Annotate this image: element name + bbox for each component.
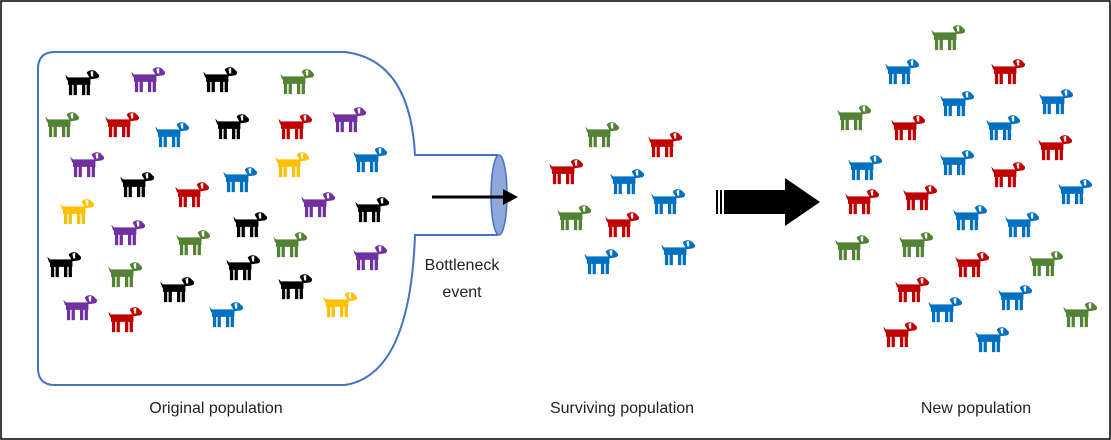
dog-icon <box>131 67 165 92</box>
big-arrow <box>724 178 820 226</box>
dog-icon <box>549 159 583 184</box>
dog-icon <box>332 107 366 132</box>
dog-icon <box>301 192 335 217</box>
dog-icon <box>353 245 387 270</box>
dog-icon <box>280 69 314 94</box>
page: Bottleneck event Original population Sur… <box>0 0 1111 440</box>
dog-icon <box>209 302 243 327</box>
dog-icon <box>108 307 142 332</box>
big-arrow-stripe <box>716 190 718 214</box>
small-arrow-head <box>503 189 518 205</box>
dog-icon <box>885 59 919 84</box>
dog-icon <box>278 114 312 139</box>
frame <box>1 1 1110 439</box>
dog-icon <box>1038 135 1072 160</box>
dog-icon <box>931 25 965 50</box>
dog-icon <box>105 112 139 137</box>
dog-icon <box>203 67 237 92</box>
dog-icon <box>883 322 917 347</box>
dog-icon <box>998 285 1032 310</box>
dog-icon <box>65 70 99 95</box>
caption: New population <box>921 400 1031 417</box>
dog-icon <box>155 122 189 147</box>
dog-icon <box>940 91 974 116</box>
dog-icon <box>111 220 145 245</box>
dog-icon <box>47 252 81 277</box>
dog-icon <box>955 252 989 277</box>
dog-icon <box>278 274 312 299</box>
dog-icon <box>895 277 929 302</box>
dog-icon <box>60 199 94 224</box>
dog-icon <box>1058 179 1092 204</box>
big-arrow-stripe <box>720 190 722 214</box>
dog-icon <box>120 172 154 197</box>
dog-icon <box>353 147 387 172</box>
dog-icon <box>223 167 257 192</box>
dog-icon <box>160 277 194 302</box>
dog-icon <box>953 205 987 230</box>
dog-icon <box>610 169 644 194</box>
dog-icon <box>837 105 871 130</box>
dog-icon <box>323 292 357 317</box>
dog-icon <box>233 212 267 237</box>
dog-icon <box>557 205 591 230</box>
dog-icon <box>176 230 210 255</box>
dog-icon <box>1063 302 1097 327</box>
dog-icon <box>585 122 619 147</box>
dog-icon <box>108 262 142 287</box>
dog-icon <box>940 150 974 175</box>
caption: Surviving population <box>550 400 694 417</box>
bottleneck-label: event <box>442 284 482 301</box>
dog-icon <box>1039 89 1073 114</box>
dog-icon <box>848 155 882 180</box>
dog-icon <box>45 112 79 137</box>
dog-icon <box>273 232 307 257</box>
dog-icon <box>63 295 97 320</box>
dog-icon <box>355 197 389 222</box>
dog-icon <box>226 255 260 280</box>
bottleneck-label: Bottleneck <box>425 257 501 274</box>
dog-icon <box>175 182 209 207</box>
dog-icon <box>605 212 639 237</box>
dog-icon <box>991 59 1025 84</box>
dog-icon <box>648 132 682 157</box>
dog-icon <box>1029 251 1063 276</box>
dog-icon <box>845 189 879 214</box>
diagram: Bottleneck event Original population Sur… <box>0 0 1111 440</box>
dog-icon <box>70 152 104 177</box>
caption: Original population <box>149 400 282 417</box>
dog-icon <box>991 162 1025 187</box>
dog-icon <box>1005 212 1039 237</box>
dog-icon <box>835 235 869 260</box>
dog-icon <box>275 152 309 177</box>
dog-icon <box>584 249 618 274</box>
dog-icon <box>661 240 695 265</box>
dog-icon <box>215 114 249 139</box>
dog-icon <box>903 185 937 210</box>
dogs <box>45 25 1097 352</box>
dog-icon <box>891 115 925 140</box>
dog-icon <box>975 327 1009 352</box>
dog-icon <box>928 297 962 322</box>
dog-icon <box>651 189 685 214</box>
dog-icon <box>986 115 1020 140</box>
bottle <box>38 52 497 385</box>
dog-icon <box>899 232 933 257</box>
